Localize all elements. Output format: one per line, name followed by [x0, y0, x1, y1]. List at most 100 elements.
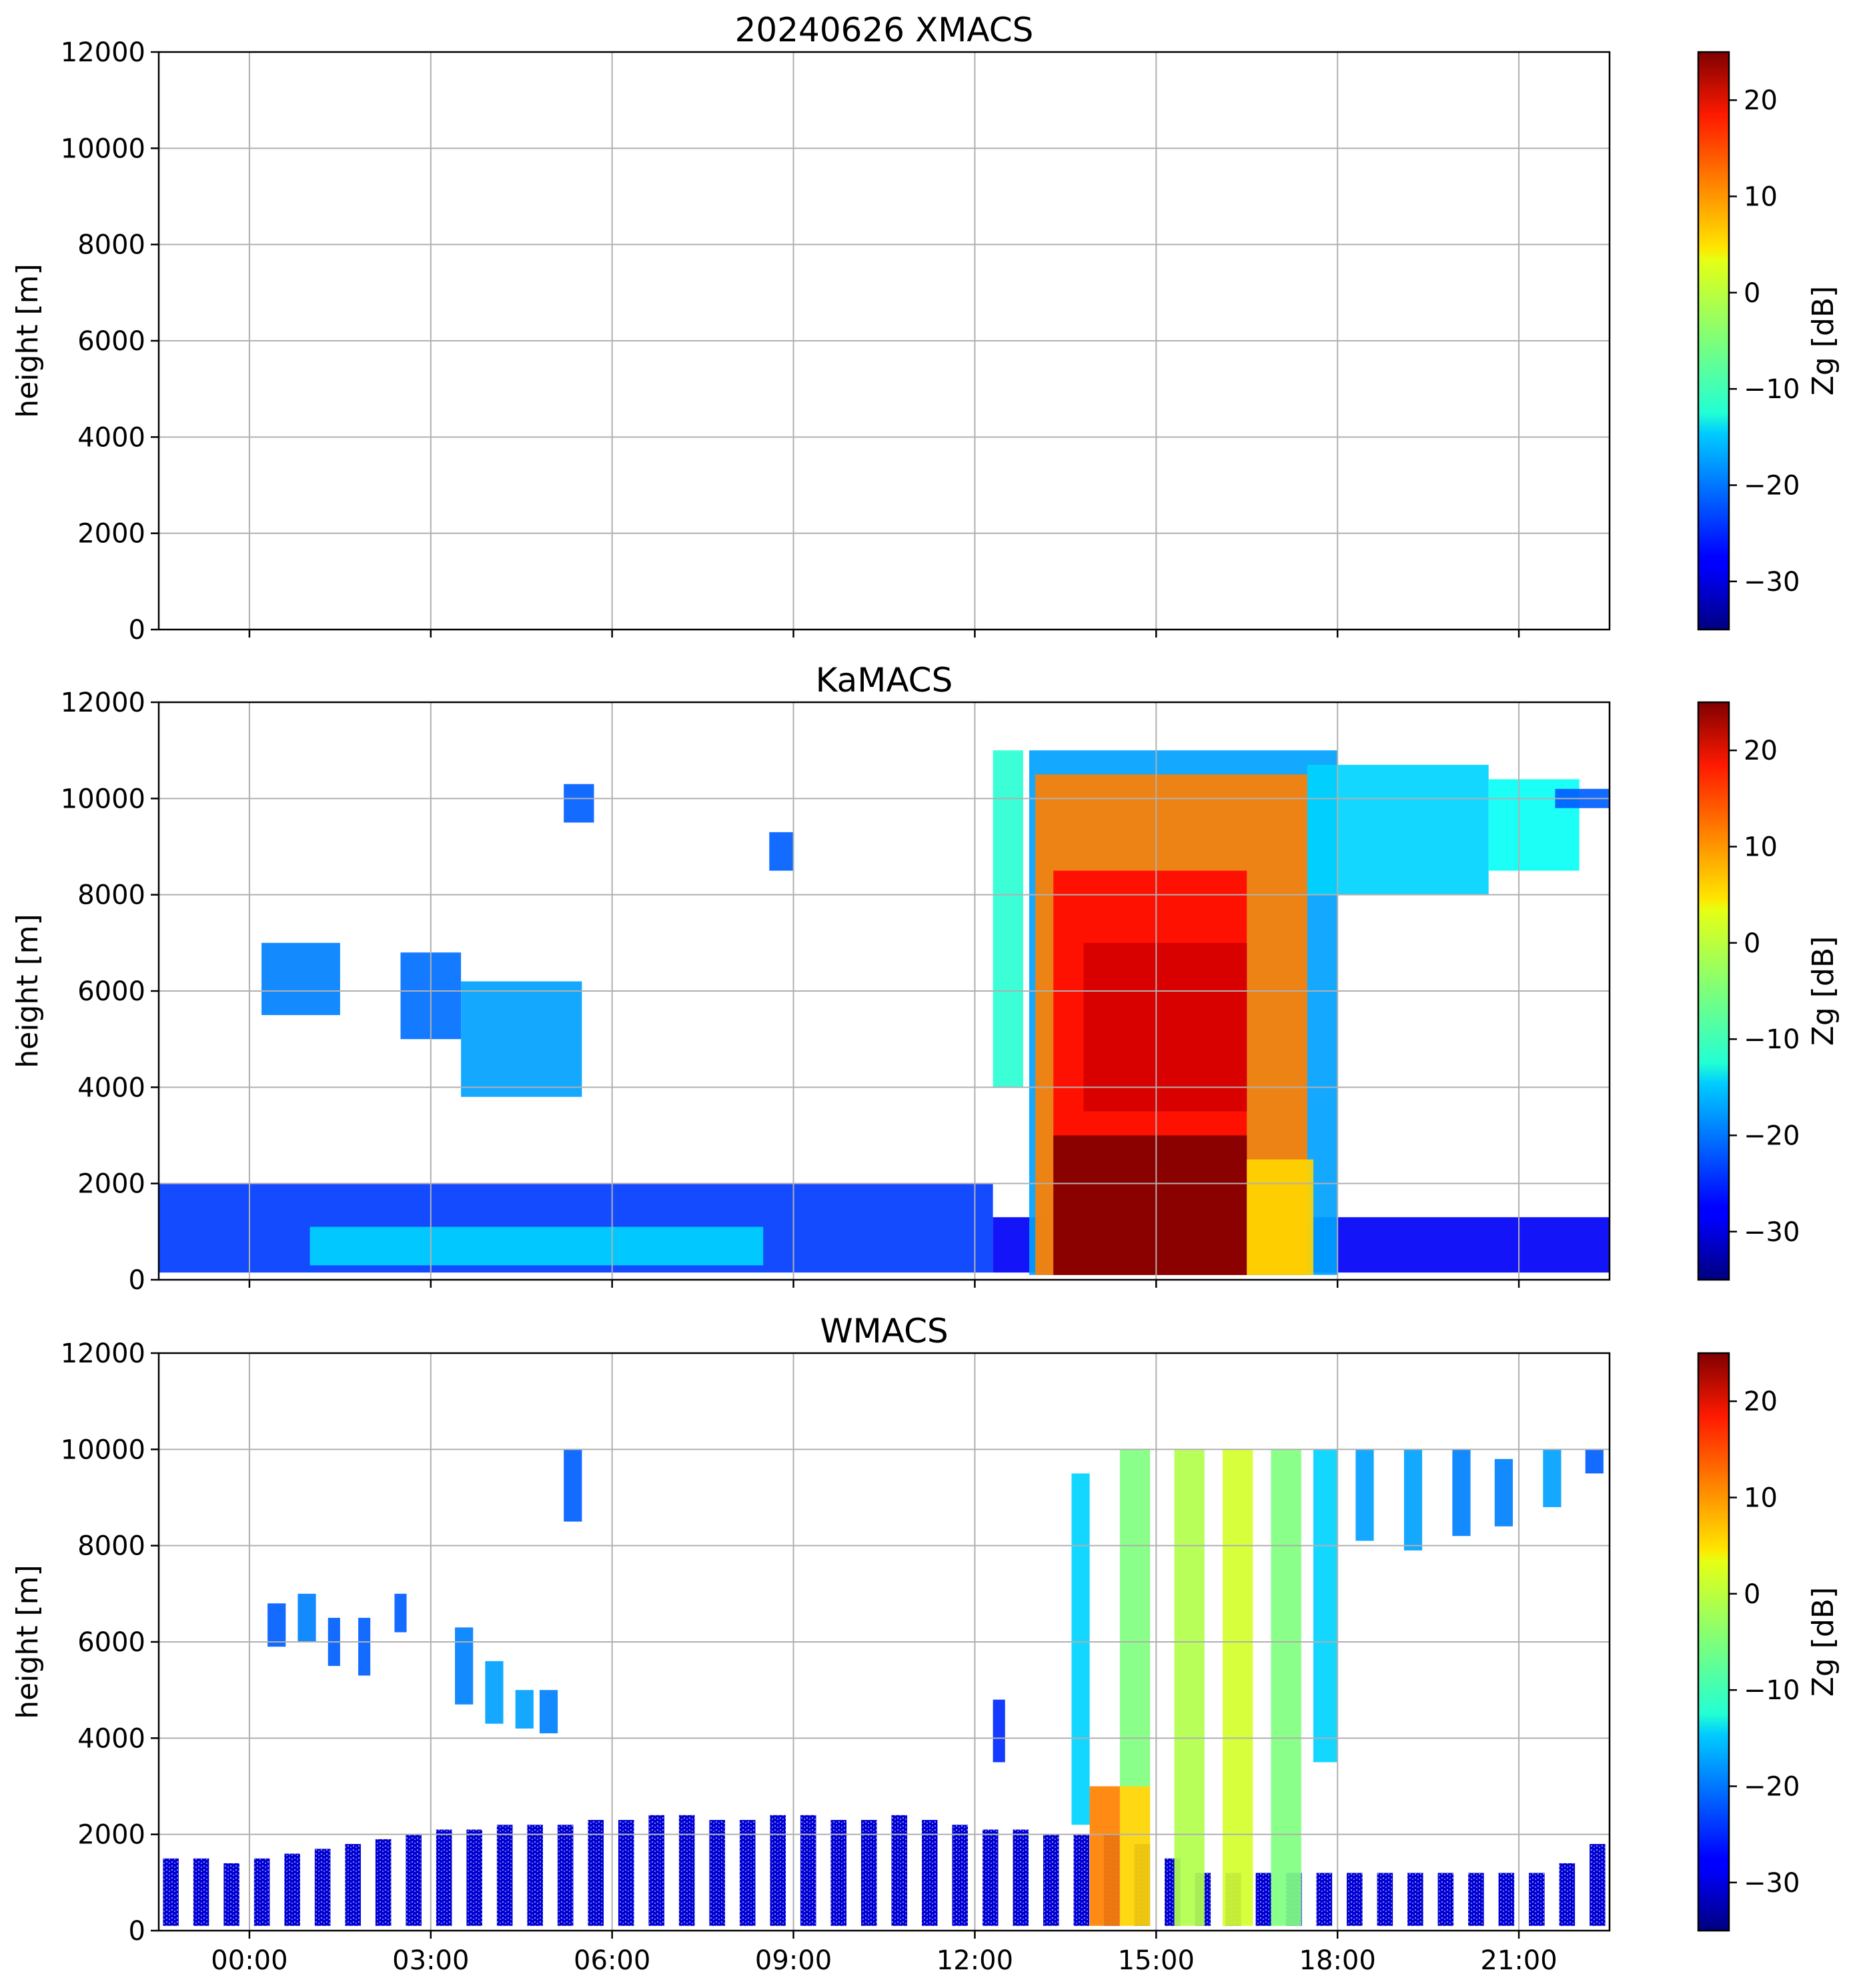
echo-region — [309, 1226, 764, 1266]
colorbar-tick-label: −10 — [1744, 1675, 1800, 1706]
echo-region — [1223, 1449, 1253, 1926]
echo-region — [261, 942, 340, 1016]
y-tick-label: 6000 — [77, 326, 145, 357]
stripe-speckle — [466, 1829, 482, 1926]
echo-region — [1271, 1449, 1301, 1926]
stripe-speckle — [496, 1825, 513, 1926]
echo-region — [394, 1593, 407, 1633]
y-tick-label: 12000 — [61, 1338, 145, 1369]
y-tick-label: 4000 — [77, 1072, 145, 1103]
stripe-speckle — [527, 1825, 543, 1926]
echo-region — [1083, 942, 1247, 1112]
y-tick-label: 10000 — [61, 1434, 145, 1465]
stripe-speckle — [436, 1829, 452, 1926]
echo-region — [1403, 1449, 1423, 1551]
stripe-speckle — [891, 1815, 908, 1926]
x-tick-label: 18:00 — [1299, 1945, 1376, 1976]
stripe-speckle — [406, 1834, 422, 1926]
stripe-speckle — [193, 1858, 209, 1926]
colorbar-tick-label: −20 — [1744, 1772, 1800, 1803]
stripe-speckle — [800, 1815, 816, 1926]
echo-region — [1071, 1473, 1090, 1825]
y-tick-label: 4000 — [77, 1723, 145, 1754]
echo-region — [1053, 1135, 1247, 1275]
stripe-speckle — [770, 1815, 786, 1926]
stripe-speckle — [1013, 1829, 1029, 1926]
colorbar-tick-label: −10 — [1744, 1024, 1800, 1055]
y-tick-label: 0 — [129, 615, 145, 646]
stripe-speckle — [1437, 1873, 1454, 1926]
stripe-speckle — [1073, 1834, 1090, 1926]
stripe-speckle — [1347, 1873, 1363, 1926]
x-tick-label: 03:00 — [392, 1945, 469, 1976]
echo-region — [1119, 1449, 1151, 1787]
stripe-speckle — [253, 1858, 270, 1926]
stripe-speckle — [284, 1853, 300, 1926]
colorbar-tick-label: −10 — [1744, 374, 1800, 405]
x-tick-label: 12:00 — [937, 1945, 1013, 1976]
panel-title: WMACS — [820, 1312, 949, 1350]
x-tick-label: 21:00 — [1480, 1945, 1557, 1976]
colorbar-tick-label: 0 — [1744, 928, 1760, 959]
stripe-speckle — [345, 1844, 361, 1926]
stripe-speckle — [1255, 1873, 1272, 1926]
y-tick-label: 2000 — [77, 1169, 145, 1200]
echo-region — [564, 784, 594, 823]
echo-region — [1313, 1449, 1338, 1763]
stripe-speckle — [982, 1829, 999, 1926]
echo-region — [267, 1603, 286, 1647]
stripe-speckle — [557, 1825, 574, 1926]
stripe-speckle — [1407, 1873, 1423, 1926]
stripe-speckle — [648, 1815, 664, 1926]
colorbar-gradient — [1697, 701, 1730, 1281]
colorbar-label: Zg [dB] — [1806, 1587, 1840, 1697]
echo-region — [1494, 1458, 1513, 1527]
stripe-speckle — [921, 1820, 938, 1926]
colorbar-tick-label: 20 — [1744, 85, 1778, 116]
stripe-speckle — [830, 1820, 847, 1926]
panel-title: 20240626 XMACS — [735, 11, 1034, 49]
colorbar-tick-label: −20 — [1744, 1121, 1800, 1152]
echo-region — [539, 1690, 558, 1734]
x-tick-label: 09:00 — [755, 1945, 832, 1976]
stripe-speckle — [618, 1820, 634, 1926]
echo-region — [461, 981, 582, 1097]
stripe-speckle — [952, 1825, 969, 1926]
colorbar-tick-label: 20 — [1744, 1386, 1778, 1417]
colorbar-tick-label: −30 — [1744, 1868, 1800, 1899]
x-tick-label: 06:00 — [574, 1945, 650, 1976]
echo-region — [564, 1449, 582, 1522]
panel-kamacs: 0 2000 4000 6000 8000 10000 12000 KaMACS height … — [11, 661, 1840, 1296]
y-tick-label: 8000 — [77, 1531, 145, 1562]
stripe-speckle — [1043, 1834, 1059, 1926]
y-axis-label: height [m] — [11, 1565, 45, 1719]
colorbar: −30 −20 −10 0 10 20 Zg [dB] — [1697, 701, 1840, 1281]
y-tick-label: 8000 — [77, 880, 145, 911]
y-tick-label: 4000 — [77, 422, 145, 453]
echo-region — [1355, 1449, 1374, 1541]
echo-region — [1543, 1449, 1562, 1507]
colorbar-tick-label: 20 — [1744, 736, 1778, 766]
echo-layer — [163, 1449, 1606, 1926]
y-tick-label: 12000 — [61, 37, 145, 68]
y-tick-label: 0 — [129, 1916, 145, 1947]
stripe-speckle — [860, 1820, 877, 1926]
stripe-speckle — [375, 1839, 392, 1926]
colorbar-tick-label: 0 — [1744, 1579, 1760, 1610]
echo-region — [1247, 1159, 1313, 1275]
y-axis-label: height [m] — [11, 914, 45, 1068]
echo-region — [485, 1661, 504, 1724]
stripe-speckle — [1316, 1873, 1333, 1926]
colorbar-gradient — [1697, 1352, 1730, 1932]
stripe-speckle — [163, 1858, 179, 1926]
y-tick-label: 2000 — [77, 1820, 145, 1851]
y-tick-label: 0 — [129, 1265, 145, 1296]
colorbar-tick-label: 10 — [1744, 832, 1778, 863]
echo-region — [1119, 1786, 1151, 1926]
echo-region — [1174, 1449, 1205, 1926]
stripe-speckle — [588, 1820, 604, 1926]
echo-region — [515, 1690, 534, 1729]
y-axis-label: height [m] — [11, 263, 45, 417]
